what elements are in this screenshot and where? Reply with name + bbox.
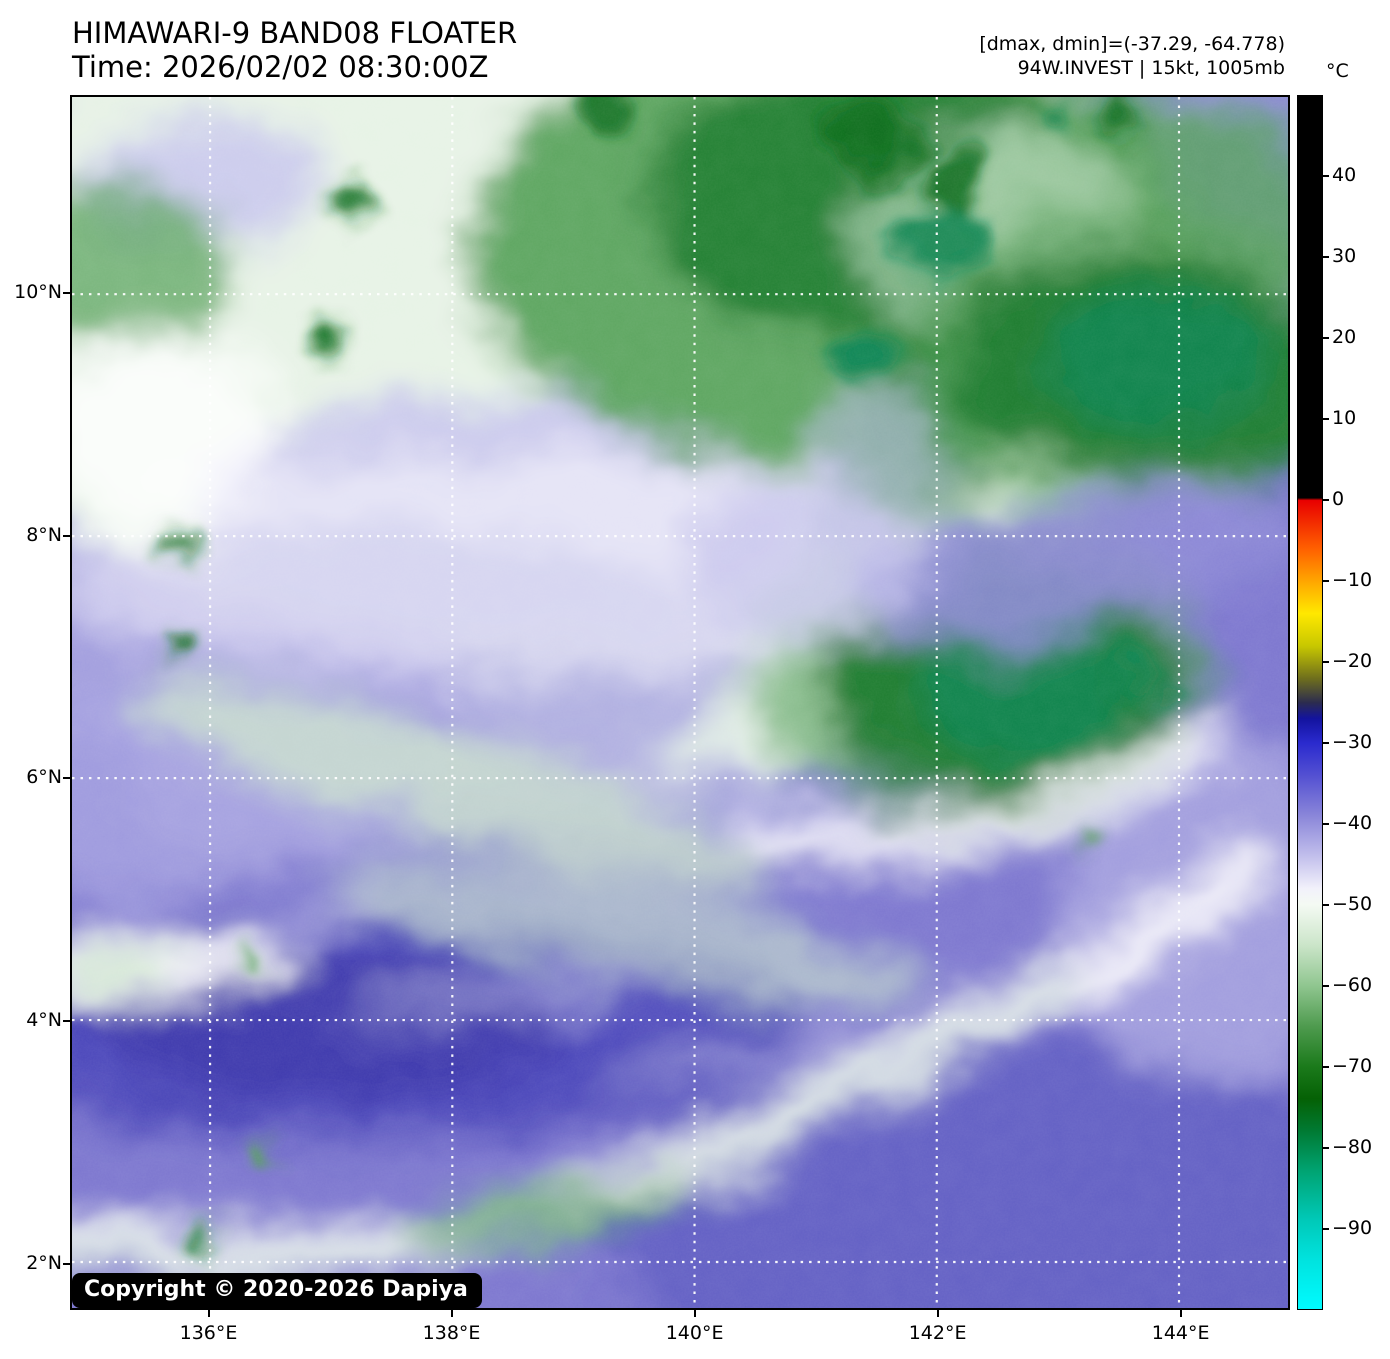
colorbar-tick-mark <box>1323 1066 1329 1068</box>
colorbar-tick-mark <box>1323 175 1329 177</box>
colorbar-tick-label: 20 <box>1332 326 1357 348</box>
colorbar-tick-mark <box>1323 661 1329 663</box>
page-title: HIMAWARI-9 BAND08 FLOATER <box>72 16 518 50</box>
x-tick-mark <box>936 1310 939 1317</box>
x-tick-mark <box>693 1310 696 1317</box>
x-tick-mark <box>450 1310 453 1317</box>
x-tick-label: 144°E <box>1151 1322 1210 1344</box>
colorbar-tick-mark <box>1323 1228 1329 1230</box>
copyright-badge: Copyright © 2020-2026 Dapiya <box>72 1272 482 1308</box>
colorbar-tick-label: −60 <box>1332 974 1373 996</box>
colorbar-tick-mark <box>1323 499 1329 501</box>
y-tick-mark <box>63 291 70 294</box>
y-tick-label: 4°N <box>26 1009 62 1032</box>
colorbar-tick-label: −30 <box>1332 731 1373 753</box>
colorbar-tick-mark <box>1323 985 1329 987</box>
y-tick-label: 8°N <box>26 523 62 546</box>
x-tick-label: 138°E <box>422 1322 481 1344</box>
y-tick-mark <box>63 534 70 537</box>
colorbar-tick-label: 0 <box>1332 488 1345 510</box>
colorbar-tick-mark <box>1323 418 1329 420</box>
colorbar-tick-label: 10 <box>1332 407 1357 429</box>
colorbar-tick-mark <box>1323 580 1329 582</box>
colorbar-tick-mark <box>1323 823 1329 825</box>
colorbar <box>1297 95 1323 1310</box>
colorbar-tick-label: −20 <box>1332 650 1373 672</box>
colorbar-tick-label: −70 <box>1332 1055 1373 1077</box>
colorbar-tick-mark <box>1323 1147 1329 1149</box>
dmax-dmin-annotation: [dmax, dmin]=(-37.29, -64.778) <box>979 33 1285 55</box>
y-tick-label: 10°N <box>14 280 62 303</box>
satellite-cloud-scene <box>72 97 1288 1308</box>
colorbar-tick-label: −50 <box>1332 893 1373 915</box>
x-tick-label: 136°E <box>179 1322 238 1344</box>
y-tick-mark <box>63 1020 70 1023</box>
x-tick-mark <box>207 1310 210 1317</box>
colorbar-tick-mark <box>1323 904 1329 906</box>
colorbar-tick-mark <box>1323 742 1329 744</box>
x-tick-label: 142°E <box>908 1322 967 1344</box>
y-tick-label: 2°N <box>26 1251 62 1274</box>
colorbar-tick-label: −40 <box>1332 812 1373 834</box>
y-tick-label: 6°N <box>26 766 62 789</box>
y-tick-mark <box>63 777 70 780</box>
colorbar-tick-label: −10 <box>1332 569 1373 591</box>
x-tick-mark <box>1179 1310 1182 1317</box>
colorbar-tick-mark <box>1323 256 1329 258</box>
colorbar-tick-mark <box>1323 337 1329 339</box>
satellite-map-plot: Copyright © 2020-2026 Dapiya <box>70 95 1290 1310</box>
time-subtitle: Time: 2026/02/02 08:30:00Z <box>72 50 489 84</box>
colorbar-tick-label: −80 <box>1332 1136 1373 1158</box>
colorbar-tick-label: 40 <box>1332 164 1357 186</box>
storm-info-annotation: 94W.INVEST | 15kt, 1005mb <box>1017 57 1285 79</box>
y-tick-mark <box>63 1262 70 1265</box>
noise-grain-layer <box>72 97 1288 1308</box>
colorbar-tick-label: 30 <box>1332 245 1357 267</box>
colorbar-tick-label: −90 <box>1332 1217 1373 1239</box>
colorbar-unit-label: °C <box>1326 60 1349 82</box>
grid-layer <box>72 97 1288 1308</box>
x-tick-label: 140°E <box>665 1322 724 1344</box>
